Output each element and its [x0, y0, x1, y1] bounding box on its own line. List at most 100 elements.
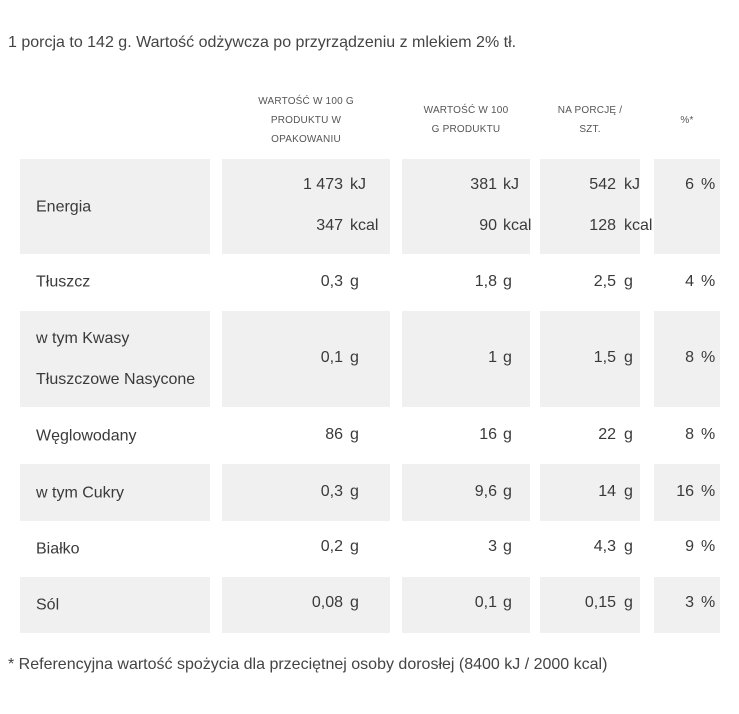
- value-unit: g: [503, 349, 512, 366]
- row-label-cell: w tym Cukry: [20, 464, 210, 521]
- row-label-cell: Sól: [20, 577, 210, 633]
- value-number: 9,6: [474, 483, 497, 500]
- value-number: 22: [598, 426, 616, 443]
- value-number: 1 473: [302, 176, 343, 193]
- value-cell-per-portion: 22 g: [540, 407, 640, 464]
- table-row-salt: Sól 0,08 g 0,1 g 0,15 g 3%: [20, 577, 720, 633]
- value-unit: g: [350, 426, 359, 443]
- value-cell-per-100g-packaged: 0,2 g: [222, 521, 390, 577]
- value-number: 0,1: [474, 594, 497, 611]
- row-label: Tłuszcz: [36, 273, 91, 291]
- value-unit: g: [350, 538, 359, 555]
- value-unit: g: [624, 273, 633, 290]
- value-cell-per-100g: 9,6 g: [402, 464, 530, 521]
- value-number: 3: [685, 594, 694, 611]
- value-number: 4: [685, 273, 694, 290]
- value-unit: %: [701, 483, 716, 500]
- value-number: 4,3: [593, 538, 616, 555]
- row-label: Węglowodany: [36, 427, 137, 444]
- reference-intake-footnote: * Referencyjna wartość spożycia dla prze…: [8, 656, 608, 673]
- row-label-line1: w tym Kwasy: [36, 330, 130, 347]
- value-number: 0,3: [320, 273, 343, 290]
- value-number: 347: [316, 217, 343, 234]
- value-number: 86: [325, 426, 343, 443]
- value-cell-per-portion: 4,3 g: [540, 521, 640, 577]
- value-unit: %: [701, 426, 716, 443]
- value-unit: g: [624, 594, 633, 611]
- value-cell-per-100g: 16 g: [402, 407, 530, 464]
- value-number: 6: [685, 176, 694, 193]
- value-cell-percent: 6%: [654, 159, 720, 254]
- value-cell-per-portion: 0,15 g: [540, 577, 640, 633]
- value-cell-per-100g-packaged: 86 g: [222, 407, 390, 464]
- header-per-100g-line2: G PRODUKTU: [431, 124, 501, 135]
- value-cell-per-100g-packaged: 0,1 g: [222, 311, 390, 407]
- value-number: 90: [479, 217, 497, 234]
- value-unit: g: [503, 426, 512, 443]
- value-number: 3: [488, 538, 497, 555]
- value-number: 16: [676, 483, 694, 500]
- value-number: 542: [589, 176, 616, 193]
- value-number: 9: [685, 538, 694, 555]
- row-label-cell: Tłuszcz: [20, 254, 210, 310]
- header-per-portion: NA PORCJĘ / SZT.: [540, 88, 640, 152]
- value-cell-percent: 8%: [654, 311, 720, 407]
- value-number: 8: [685, 349, 694, 366]
- value-cell-per-100g: 1,8 g: [402, 254, 530, 310]
- row-label: Białko: [36, 540, 80, 558]
- table-row-fat: Tłuszcz 0,3 g 1,8 g 2,5 g 4%: [20, 254, 720, 310]
- value-cell-percent: 8%: [654, 407, 720, 464]
- value-unit: %: [701, 273, 716, 290]
- value-cell-per-100g: 0,1 g: [402, 577, 530, 633]
- value-cell-per-100g-packaged: 0,08 g: [222, 577, 390, 633]
- value-unit: g: [503, 273, 512, 290]
- header-percent: %*: [654, 88, 720, 152]
- value-unit: g: [350, 483, 359, 500]
- value-number: 381: [470, 176, 497, 193]
- value-unit: g: [624, 426, 633, 443]
- value-unit: %: [701, 349, 716, 366]
- value-unit: kcal: [503, 217, 532, 234]
- value-unit: g: [350, 273, 359, 290]
- value-number: 0,15: [584, 594, 616, 611]
- value-cell-per-100g-packaged: 0,3 g: [222, 464, 390, 521]
- value-unit: g: [503, 538, 512, 555]
- value-number: 14: [598, 483, 616, 500]
- header-per-100g-packaged: WARTOŚĆ W 100 G PRODUKTU W OPAKOWANIU: [222, 88, 390, 152]
- row-label-cell: w tym Kwasy Tłuszczowe Nasycone: [20, 311, 210, 407]
- row-label-line2: Tłuszczowe Nasycone: [36, 371, 196, 388]
- table-row-energy: Energia 1 473 kJ 347 kcal 381 kJ 90 kcal 542…: [20, 159, 720, 254]
- value-unit: kJ: [350, 176, 366, 193]
- value-unit: kJ: [624, 176, 640, 193]
- value-number: 16: [479, 426, 497, 443]
- row-label: w tym Cukry: [36, 484, 124, 501]
- value-unit: g: [624, 483, 633, 500]
- header-per-100g: WARTOŚĆ W 100 G PRODUKTU: [402, 88, 530, 152]
- value-unit: %: [701, 594, 716, 611]
- value-number: 1: [488, 349, 497, 366]
- value-number: 1,8: [474, 273, 497, 290]
- value-cell-per-portion: 542 kJ 128 kcal: [540, 159, 652, 254]
- value-unit: kJ: [503, 176, 519, 193]
- value-cell-percent: 9%: [654, 521, 720, 577]
- value-unit: g: [503, 594, 512, 611]
- header-per-100g-line1: WARTOŚĆ W 100: [423, 105, 509, 116]
- header-per-100g-packaged-line2: PRODUKTU W: [270, 114, 342, 126]
- value-unit: g: [350, 594, 359, 611]
- value-number: 8: [685, 426, 694, 443]
- row-label-cell: Białko: [20, 521, 210, 577]
- value-number: 128: [589, 217, 616, 234]
- row-label: Energia: [36, 198, 92, 215]
- table-row-carbohydrates: Węglowodany 86 g 16 g 22 g 8%: [20, 407, 720, 464]
- header-per-100g-packaged-line3: OPAKOWANIU: [271, 133, 341, 145]
- header-percent-label: %*: [680, 114, 694, 126]
- value-unit: g: [624, 349, 633, 366]
- value-unit: g: [624, 538, 633, 555]
- row-label-cell: Energia: [20, 159, 210, 254]
- row-label: Sól: [36, 596, 60, 614]
- value-cell-percent: 16%: [654, 464, 720, 521]
